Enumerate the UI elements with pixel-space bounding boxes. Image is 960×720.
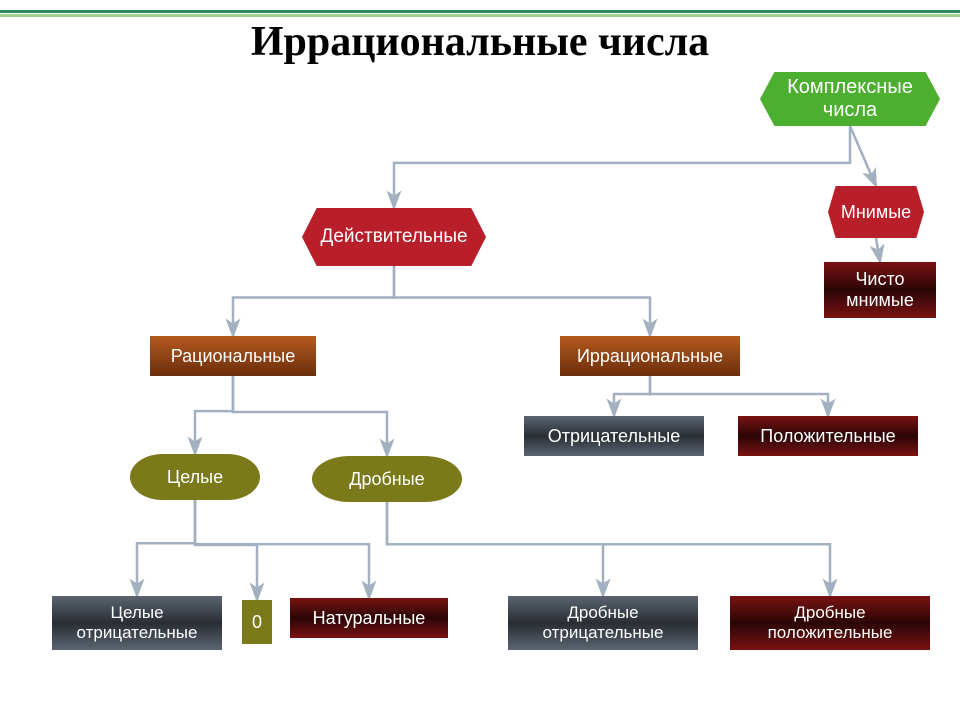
node-neg: Отрицательные: [524, 416, 704, 456]
node-rational: Рациональные: [150, 336, 316, 376]
node-imaginary: Мнимые: [828, 186, 924, 238]
page-title: Иррациональные числа: [0, 18, 960, 66]
node-zero: 0: [242, 600, 272, 644]
edge-integers-natural: [195, 500, 369, 598]
node-integers: Целые: [130, 454, 260, 500]
edge-fractions-frac_neg: [387, 502, 603, 596]
node-frac_pos: Дробные положительные: [730, 596, 930, 650]
edge-rational-integers: [195, 376, 233, 454]
node-frac_neg: Дробные отрицательные: [508, 596, 698, 650]
decorative-bar-1: [0, 10, 960, 13]
edge-irrational-neg: [614, 376, 650, 416]
decorative-bar-2: [0, 14, 960, 17]
edge-integers-int_neg: [137, 500, 195, 596]
edge-fractions-frac_pos: [387, 502, 830, 596]
node-irrational: Иррациональные: [560, 336, 740, 376]
node-pos: Положительные: [738, 416, 918, 456]
edge-complex-real: [394, 126, 850, 208]
edge-complex-imaginary: [850, 126, 876, 186]
node-natural: Натуральные: [290, 598, 448, 638]
edge-real-irrational: [394, 266, 650, 336]
edge-irrational-pos: [650, 376, 828, 416]
edge-imaginary-pure_imag: [876, 238, 880, 262]
edge-rational-fractions: [233, 376, 387, 456]
node-pure_imag: Чисто мнимые: [824, 262, 936, 318]
node-real: Действительные: [302, 208, 486, 266]
node-fractions: Дробные: [312, 456, 462, 502]
node-complex: Комплексные числа: [760, 72, 940, 126]
edge-real-rational: [233, 266, 394, 336]
edge-integers-zero: [195, 500, 257, 600]
node-int_neg: Целые отрицательные: [52, 596, 222, 650]
